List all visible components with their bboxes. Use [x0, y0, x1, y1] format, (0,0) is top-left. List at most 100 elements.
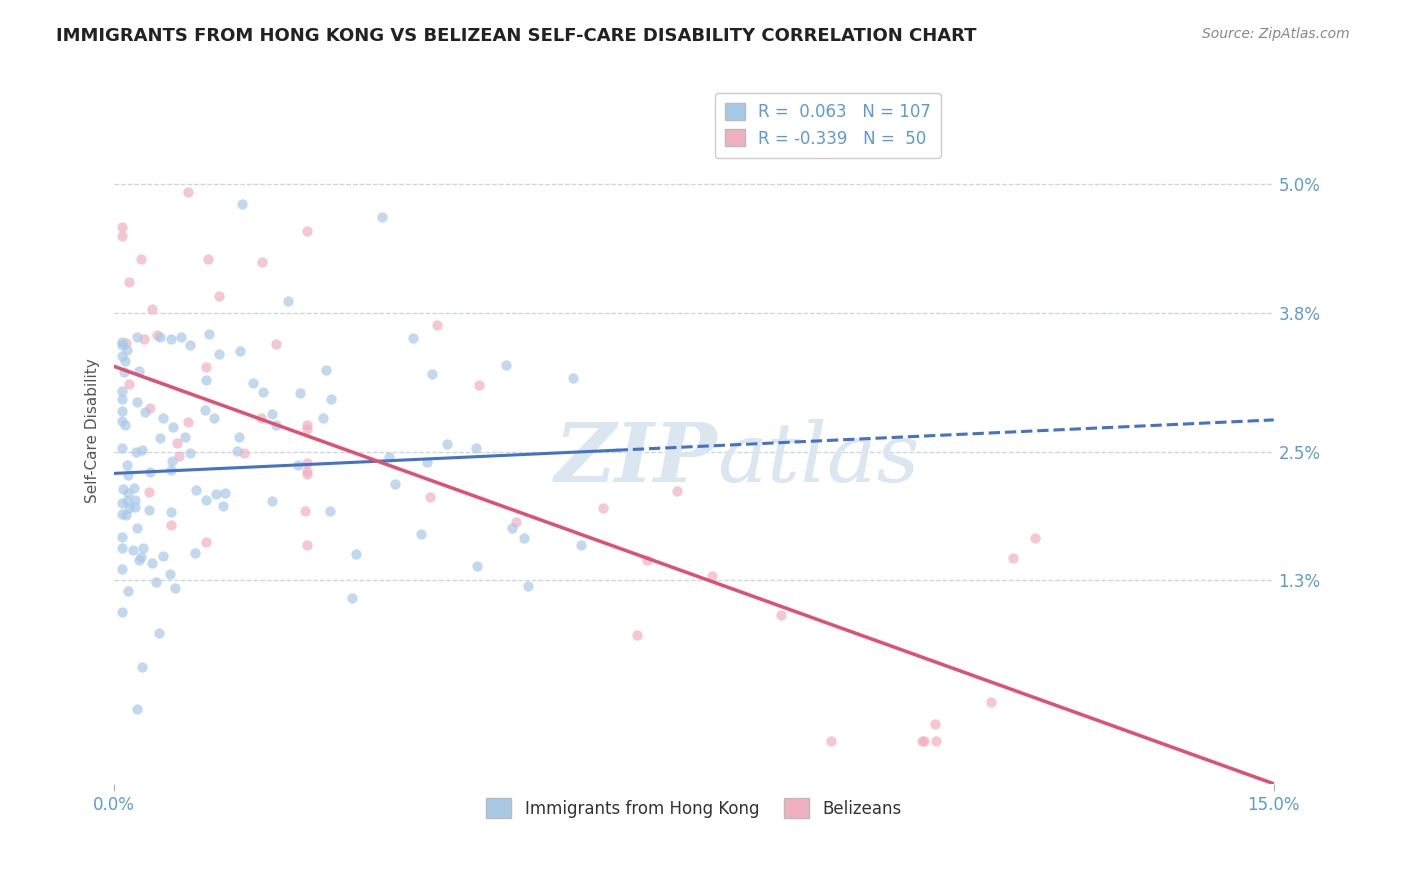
- Point: [115, 494, 138, 508]
- Point: [384, 476, 406, 491]
- Point: [117, 485, 139, 500]
- Point: [114, 417, 136, 432]
- Point: [505, 515, 527, 529]
- Point: [194, 493, 217, 508]
- Point: [111, 349, 134, 363]
- Point: [266, 336, 288, 351]
- Point: [184, 546, 207, 560]
- Point: [170, 330, 193, 344]
- Point: [195, 360, 218, 375]
- Point: [666, 484, 689, 499]
- Point: [141, 556, 163, 570]
- Point: [111, 228, 134, 243]
- Point: [111, 414, 134, 428]
- Point: [1024, 531, 1046, 545]
- Point: [205, 486, 228, 500]
- Point: [465, 558, 488, 573]
- Point: [912, 734, 935, 748]
- Point: [290, 386, 312, 401]
- Point: [924, 717, 946, 731]
- Point: [176, 185, 198, 199]
- Point: [315, 362, 337, 376]
- Point: [159, 463, 181, 477]
- Point: [700, 569, 723, 583]
- Point: [160, 454, 183, 468]
- Point: [114, 354, 136, 368]
- Point: [226, 444, 249, 458]
- Point: [124, 493, 146, 508]
- Y-axis label: Self-Care Disability: Self-Care Disability: [86, 359, 100, 503]
- Point: [242, 376, 264, 390]
- Point: [820, 734, 842, 748]
- Point: [115, 343, 138, 358]
- Point: [162, 420, 184, 434]
- Point: [250, 411, 273, 425]
- Point: [297, 456, 319, 470]
- Point: [127, 330, 149, 344]
- Point: [111, 496, 134, 510]
- Point: [294, 504, 316, 518]
- Point: [420, 368, 443, 382]
- Point: [131, 660, 153, 674]
- Point: [111, 384, 134, 399]
- Point: [149, 330, 172, 344]
- Point: [124, 500, 146, 514]
- Point: [152, 549, 174, 563]
- Point: [179, 446, 201, 460]
- Point: [214, 486, 236, 500]
- Point: [436, 437, 458, 451]
- Point: [297, 417, 319, 432]
- Text: atlas: atlas: [717, 419, 920, 499]
- Point: [592, 500, 614, 515]
- Point: [122, 481, 145, 495]
- Point: [468, 377, 491, 392]
- Point: [229, 344, 252, 359]
- Point: [115, 336, 138, 351]
- Point: [127, 394, 149, 409]
- Point: [212, 499, 235, 513]
- Point: [132, 332, 155, 346]
- Point: [163, 581, 186, 595]
- Point: [111, 561, 134, 575]
- Point: [159, 505, 181, 519]
- Point: [121, 542, 143, 557]
- Text: Source: ZipAtlas.com: Source: ZipAtlas.com: [1202, 27, 1350, 41]
- Point: [465, 441, 488, 455]
- Point: [319, 392, 342, 406]
- Point: [252, 385, 274, 400]
- Point: [501, 520, 523, 534]
- Point: [132, 541, 155, 555]
- Point: [319, 504, 342, 518]
- Point: [340, 591, 363, 605]
- Point: [626, 627, 648, 641]
- Point: [195, 535, 218, 549]
- Point: [111, 403, 134, 417]
- Point: [252, 255, 274, 269]
- Point: [297, 538, 319, 552]
- Point: [159, 517, 181, 532]
- Point: [195, 373, 218, 387]
- Point: [198, 326, 221, 341]
- Point: [569, 538, 592, 552]
- Point: [118, 501, 141, 516]
- Point: [111, 541, 134, 555]
- Point: [115, 458, 138, 473]
- Point: [202, 411, 225, 425]
- Point: [112, 482, 135, 496]
- Point: [277, 294, 299, 309]
- Point: [128, 553, 150, 567]
- Point: [111, 529, 134, 543]
- Point: [177, 415, 200, 429]
- Legend: Immigrants from Hong Kong, Belizeans: Immigrants from Hong Kong, Belizeans: [479, 791, 908, 825]
- Point: [208, 347, 231, 361]
- Point: [125, 702, 148, 716]
- Point: [166, 435, 188, 450]
- Point: [409, 526, 432, 541]
- Point: [138, 485, 160, 500]
- Point: [117, 275, 139, 289]
- Point: [139, 466, 162, 480]
- Point: [425, 318, 447, 332]
- Point: [125, 521, 148, 535]
- Point: [112, 366, 135, 380]
- Point: [232, 446, 254, 460]
